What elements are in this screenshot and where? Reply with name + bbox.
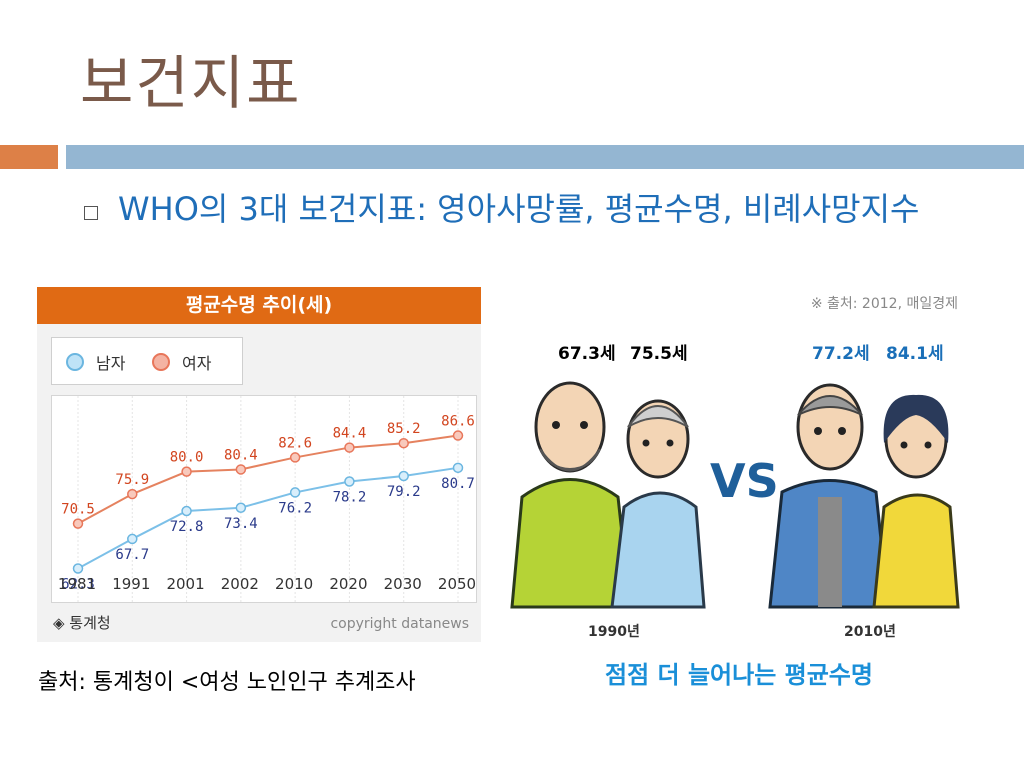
data-label: 76.2	[278, 500, 312, 516]
data-point	[127, 488, 138, 500]
data-label: 80.4	[224, 447, 258, 463]
series-line-male	[77, 466, 459, 570]
data-label: 62.3	[61, 576, 95, 592]
chart-title: 평균수명 추이(세)	[37, 287, 481, 324]
year-1990-label: 1990년	[588, 624, 640, 640]
x-tick-label: 1991	[112, 575, 151, 593]
x-tick-label: 2001	[166, 575, 205, 593]
legend-male-marker	[66, 353, 84, 371]
bullet-text: WHO의 3대 보건지표: 영아사망률, 평균수명, 비례사망지수	[118, 190, 920, 228]
data-label: 80.0	[170, 450, 204, 466]
infographic-source: ※ 출처: 2012, 매일경제	[810, 296, 958, 312]
man-2010-figure	[768, 383, 890, 609]
data-point	[235, 464, 247, 475]
legend-female-marker	[152, 353, 170, 371]
legend-male-label: 남자	[96, 354, 126, 373]
data-label: 82.6	[278, 435, 312, 451]
life-expectancy-chart: 평균수명 추이(세) 남자 여자 62.3 67.7 72.8 73.4 76.2 78.…	[37, 287, 481, 642]
data-point	[344, 476, 355, 487]
data-point	[344, 442, 355, 453]
plot-area: 62.3 67.7 72.8 73.4 76.2 78.2 79.2 80.7 70.5 75.9…	[51, 395, 477, 603]
bullet-square-icon	[84, 206, 98, 220]
data-point	[452, 430, 464, 441]
data-label: 72.8	[170, 519, 204, 535]
vs-label: VS	[710, 454, 779, 508]
legend-female-label: 여자	[182, 354, 212, 373]
x-tick-label: 2010	[275, 575, 314, 593]
data-point	[289, 452, 301, 463]
age-male-2010: 77.2세	[812, 344, 870, 364]
data-point	[72, 563, 84, 574]
people-illustration: VS	[510, 381, 960, 609]
series-line-female	[77, 434, 459, 525]
data-label: 78.2	[333, 489, 367, 505]
data-label: 73.4	[224, 516, 258, 532]
data-point	[181, 466, 192, 477]
data-point	[72, 518, 84, 529]
grandfather-1990-figure	[510, 381, 632, 609]
data-point	[127, 533, 138, 545]
data-point	[398, 437, 409, 449]
data-label: 79.2	[387, 484, 421, 500]
infographic-caption: 점점 더 늘어나는 평균수명	[605, 661, 873, 689]
chart-copyright: copyright datanews	[330, 616, 469, 632]
data-point	[235, 502, 247, 514]
year-2010-label: 2010년	[844, 624, 896, 640]
slide-title: 보건지표	[80, 49, 302, 117]
data-label: 70.5	[61, 502, 95, 518]
accent-bar-orange	[0, 145, 58, 169]
accent-bar-blue	[66, 145, 1024, 169]
woman-2010-figure	[872, 394, 960, 609]
data-label: 75.9	[115, 472, 149, 488]
x-tick-label: 1981	[57, 575, 97, 593]
data-point	[452, 462, 464, 474]
data-label: 84.4	[333, 426, 367, 442]
infographic: ※ 출처: 2012, 매일경제 67.3세 75.5세 77.2세 84.1세…	[500, 287, 980, 707]
x-tick-label: 2002	[220, 575, 259, 593]
data-label: 67.7	[115, 547, 149, 563]
chart-source: ◈ 통계청	[53, 614, 111, 632]
data-point	[398, 470, 409, 482]
data-label: 80.7	[441, 476, 475, 492]
x-tick-label: 2020	[329, 575, 368, 593]
age-male-1990: 67.3세	[558, 344, 616, 364]
data-label: 86.6	[441, 414, 475, 430]
age-female-2010: 84.1세	[886, 344, 944, 364]
footer-source: 출처: 통계청이 <여성 노인인구 추계조사	[38, 670, 416, 695]
chart-legend: 남자 여자	[51, 337, 243, 385]
grandmother-1990-figure	[610, 399, 706, 609]
x-tick-label: 2030	[383, 575, 422, 593]
x-tick-label: 2050	[437, 575, 477, 593]
data-point	[289, 487, 301, 498]
chart-svg: 62.3 67.7 72.8 73.4 76.2 78.2 79.2 80.7 70.5 75.9…	[61, 396, 475, 602]
data-label: 85.2	[387, 421, 421, 437]
age-female-1990: 75.5세	[630, 344, 688, 364]
data-point	[181, 505, 192, 517]
